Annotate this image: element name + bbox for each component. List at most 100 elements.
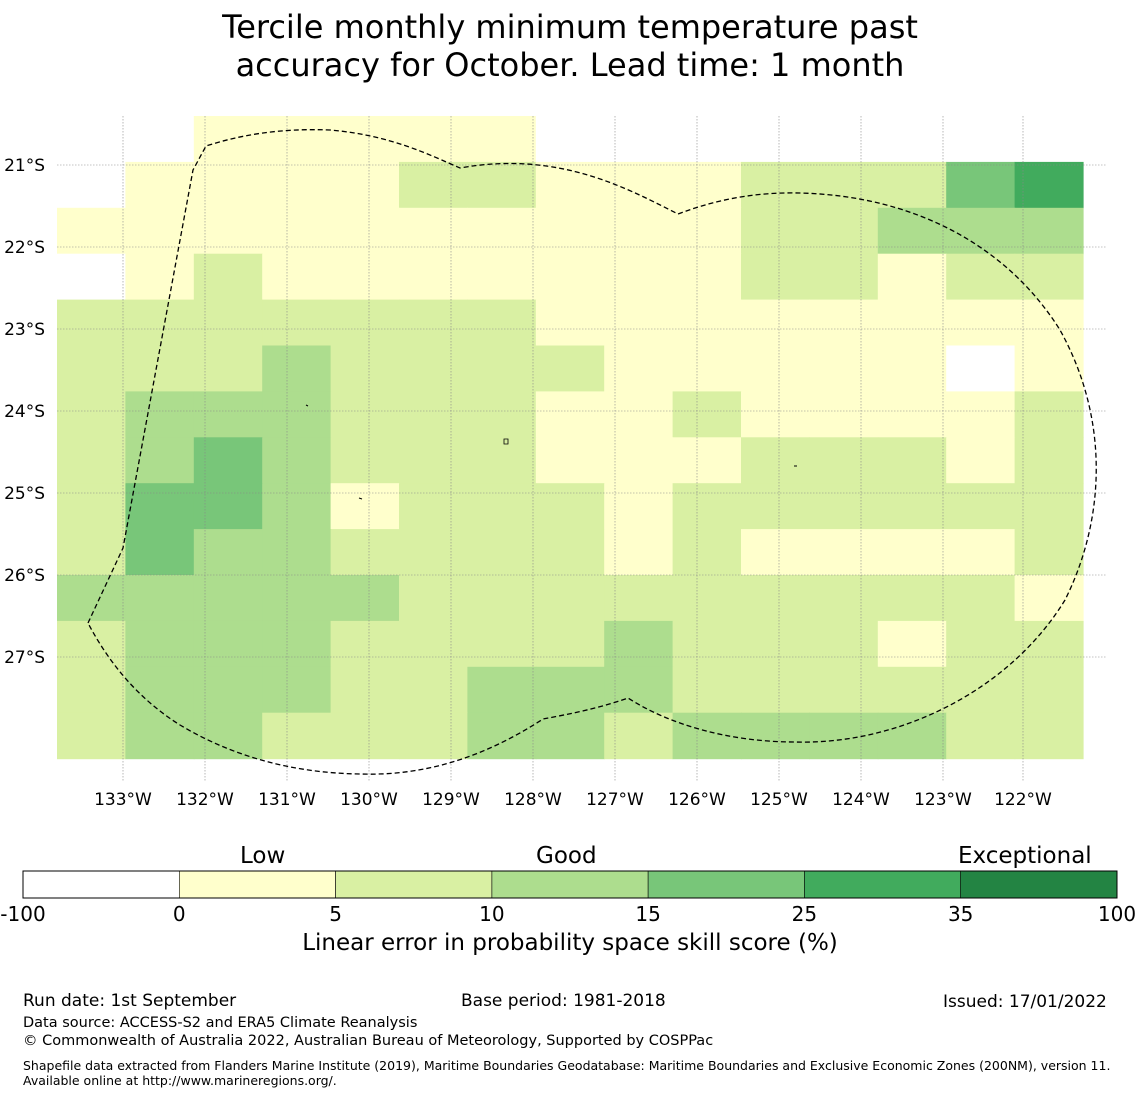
title-line-2: accuracy for October. Lead time: 1 month — [235, 46, 905, 84]
grid-cell — [262, 437, 332, 484]
grid-cell — [57, 391, 126, 438]
colorbar-label: Linear error in probability space skill … — [302, 930, 838, 956]
colorbar-segment — [804, 870, 962, 899]
grid-cell — [877, 712, 947, 760]
grid-cell — [1014, 666, 1084, 714]
grid-cell — [809, 437, 879, 484]
latitude-label: 24°S — [4, 402, 45, 422]
grid-cell — [125, 575, 195, 622]
colorbar-tick-label: -100 — [0, 902, 46, 926]
grid-cell — [262, 391, 332, 438]
grid-cell — [672, 116, 742, 163]
grid-cell — [604, 116, 674, 163]
grid-cell — [809, 207, 879, 255]
colorbar-category-low: Low — [240, 843, 286, 869]
grid-cell — [535, 253, 605, 301]
grid-cell — [741, 253, 810, 301]
longitude-label: 128°W — [504, 790, 562, 810]
grid-cell — [399, 437, 468, 484]
grid-cell — [262, 161, 332, 209]
grid-cell — [262, 712, 332, 760]
grid-cell — [1014, 391, 1084, 438]
grid-cell — [262, 253, 332, 301]
run-date: Run date: 1st September — [23, 991, 237, 1011]
grid-cell — [262, 116, 332, 163]
grid-cell — [946, 391, 1016, 438]
grid-cell — [399, 575, 468, 622]
grid-cell — [1014, 620, 1084, 668]
grid-cell — [262, 620, 332, 668]
grid-cell — [672, 666, 742, 714]
grid-cell — [57, 437, 126, 484]
issued-date: Issued: 17/01/2022 — [943, 992, 1107, 1012]
latitude-label: 23°S — [4, 320, 45, 340]
grid-cell — [877, 437, 947, 484]
colorbar-segment — [960, 870, 1118, 899]
grid-cell — [741, 483, 810, 530]
grid-cell — [467, 437, 537, 484]
latitude-label: 27°S — [4, 648, 45, 668]
grid-cell — [535, 116, 605, 163]
grid-cell — [946, 116, 1016, 163]
grid-cell — [604, 299, 674, 347]
grid-cell — [535, 575, 605, 622]
grid-cell — [262, 483, 332, 530]
colorbar-segment — [335, 870, 493, 899]
grid-cell — [604, 207, 674, 255]
grid-cell — [399, 666, 468, 714]
grid-cell — [467, 299, 537, 347]
grid-cell — [809, 483, 879, 530]
grid-cell — [1014, 575, 1084, 622]
grid-cell — [535, 483, 605, 530]
grid-cell — [467, 483, 537, 530]
colorbar-tick-label: 0 — [172, 902, 186, 926]
grid-cell — [330, 345, 400, 392]
latitude-label: 21°S — [4, 156, 45, 176]
skill-score-grid — [57, 116, 1084, 760]
grid-cell — [57, 161, 126, 209]
base-period: Base period: 1981-2018 — [461, 991, 666, 1011]
grid-cell — [399, 483, 468, 530]
grid-cell — [604, 437, 674, 484]
grid-cell — [467, 345, 537, 392]
grid-cell — [57, 345, 126, 392]
grid-cell — [946, 207, 1016, 255]
longitude-label: 126°W — [668, 790, 726, 810]
graticule — [57, 116, 1106, 781]
grid-cell — [877, 253, 947, 301]
grid-cell — [535, 620, 605, 668]
grid-cell — [467, 712, 537, 760]
grid-cell — [809, 529, 879, 576]
grid-cell — [946, 161, 1016, 209]
longitude-label: 130°W — [340, 790, 398, 810]
grid-cell — [262, 299, 332, 347]
grid-cell — [467, 116, 537, 163]
grid-cell — [330, 161, 400, 209]
grid-cell — [399, 299, 468, 347]
grid-cell — [399, 345, 468, 392]
longitude-label: 127°W — [586, 790, 644, 810]
grid-cell — [946, 253, 1016, 301]
grid-cell — [535, 345, 605, 392]
grid-cell — [125, 529, 195, 576]
grid-cell — [672, 253, 742, 301]
grid-cell — [399, 161, 468, 209]
grid-cell — [330, 620, 400, 668]
grid-cell — [604, 666, 674, 714]
grid-cell — [125, 345, 195, 392]
grid-cell — [330, 483, 400, 530]
latitude-label: 22°S — [4, 238, 45, 258]
grid-cell — [535, 712, 605, 760]
grid-cell — [125, 299, 195, 347]
grid-cell — [467, 391, 537, 438]
grid-cell — [535, 161, 605, 209]
grid-cell — [877, 620, 947, 668]
grid-cell — [125, 207, 195, 255]
data-source: Data source: ACCESS-S2 and ERA5 Climate … — [23, 1015, 418, 1031]
colorbar-category-exceptional: Exceptional — [958, 843, 1092, 869]
eez-boundary — [87, 129, 1097, 775]
grid-cell — [809, 299, 879, 347]
island-marker — [503, 438, 509, 445]
colorbar-tick-label: 15 — [635, 902, 661, 926]
grid-cell — [877, 161, 947, 209]
